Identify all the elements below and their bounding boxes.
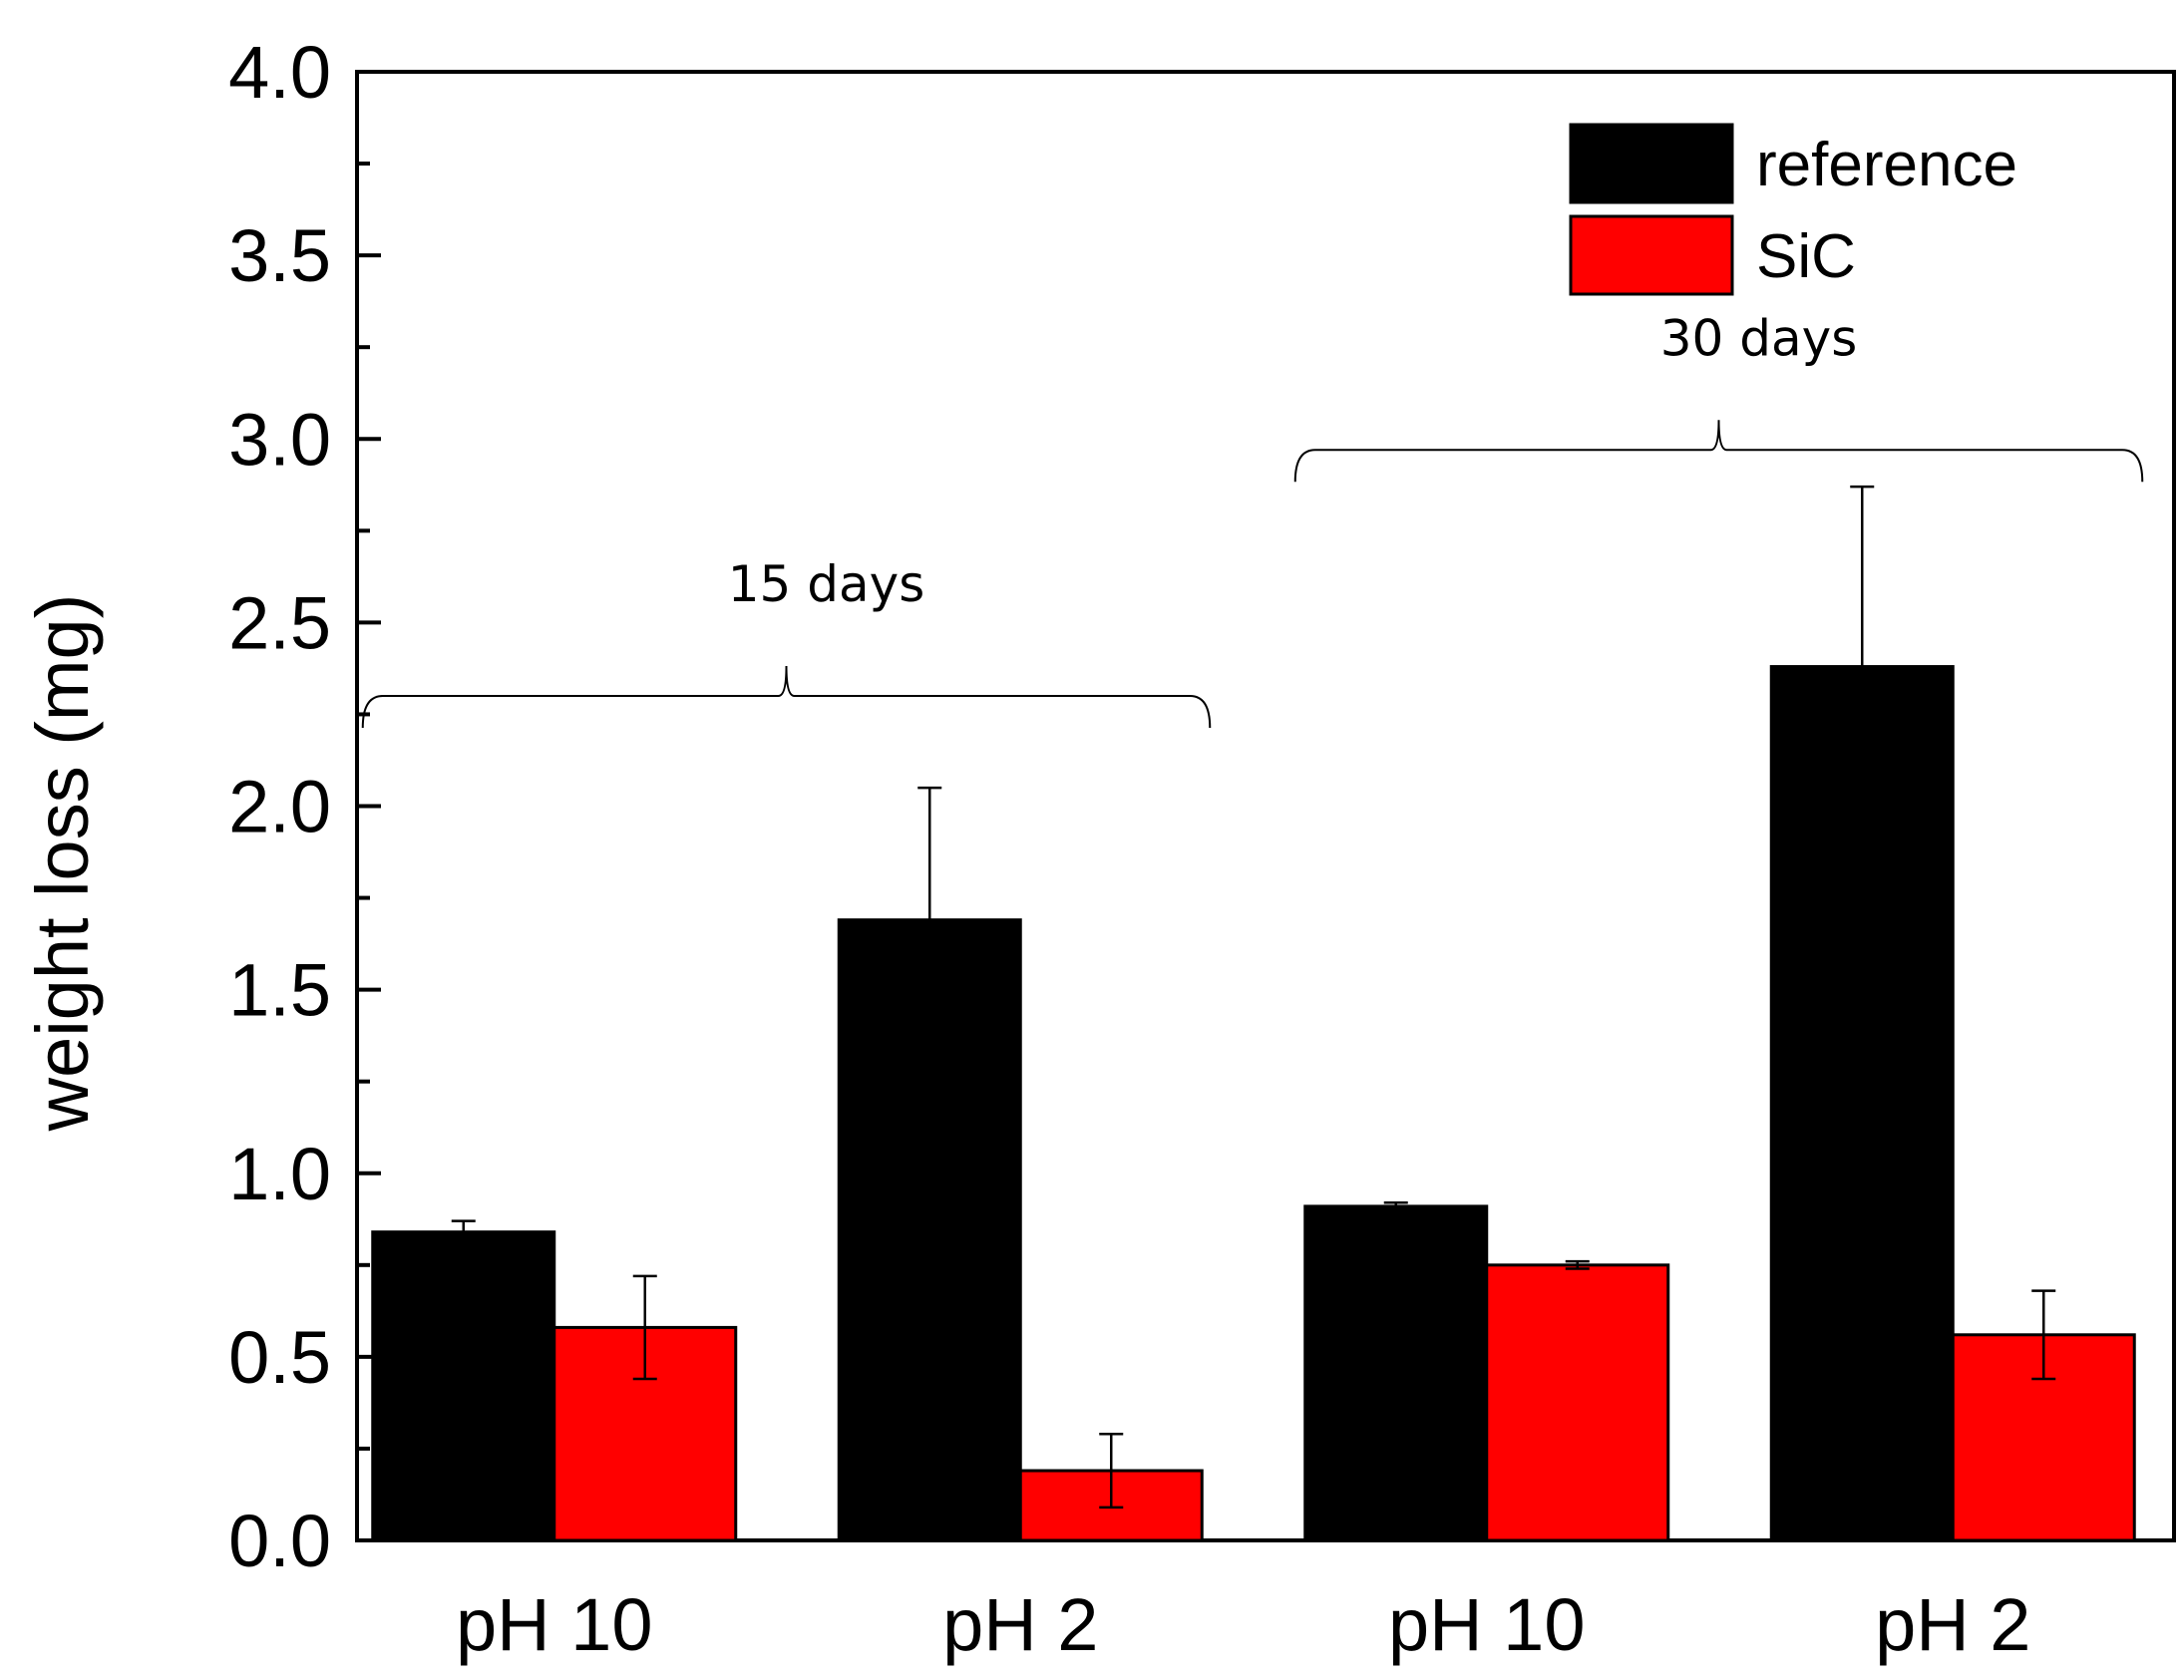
y-tick-label: 2.5 (228, 581, 331, 664)
x-category-label: pH 2 (942, 1583, 1098, 1666)
bracket-annotation (361, 666, 1212, 729)
legend-swatch-reference (1569, 123, 1734, 204)
legend-label-reference: reference (1756, 131, 2017, 199)
y-tick-label: 2.0 (228, 766, 331, 848)
bar-sic-3 (1951, 1333, 2136, 1542)
bar-reference-0 (371, 1230, 556, 1542)
legend-label-sic: SiC (1756, 222, 1856, 291)
x-category-label: pH 10 (456, 1583, 652, 1666)
y-tick-label: 3.5 (228, 214, 331, 297)
bar-sic-2 (1485, 1263, 1670, 1542)
legend-swatch-sic (1569, 214, 1734, 296)
y-axis-label: weight loss (mg) (21, 594, 104, 1133)
y-tick-label: 0.0 (228, 1500, 331, 1582)
bracket-label: 15 days (728, 555, 925, 613)
bracket-label: 30 days (1660, 309, 1858, 367)
y-tick-label: 4.0 (228, 31, 331, 114)
bracket-annotation (1293, 420, 2144, 483)
y-tick-label: 0.5 (228, 1316, 331, 1399)
bar-reference-2 (1303, 1204, 1489, 1542)
y-tick-label: 3.0 (228, 398, 331, 481)
y-tick-label: 1.0 (228, 1133, 331, 1215)
x-category-label: pH 10 (1388, 1583, 1585, 1666)
y-tick-label: 1.5 (228, 949, 331, 1032)
x-category-label: pH 2 (1875, 1583, 2030, 1666)
